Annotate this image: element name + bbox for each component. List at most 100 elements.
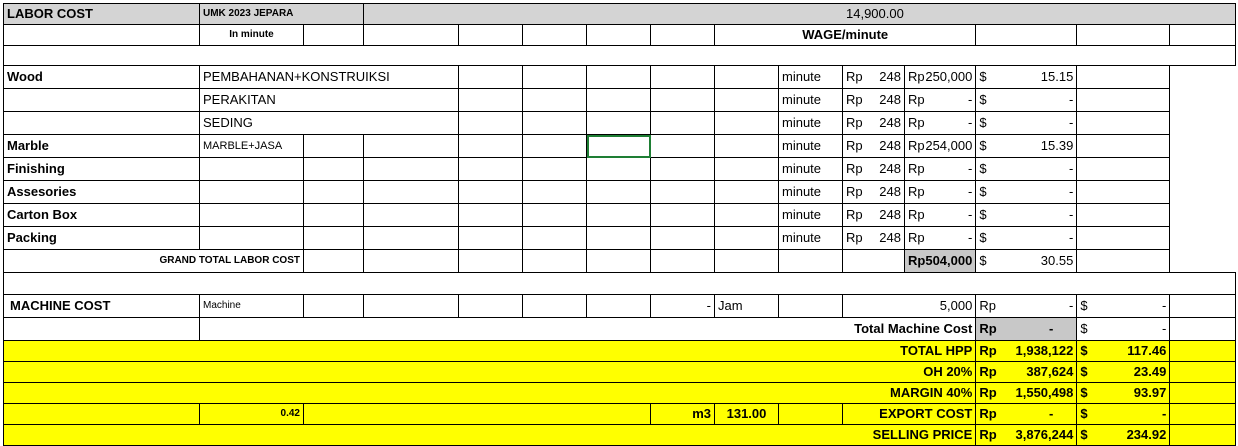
total-machine-usd[interactable]: $ - — [1076, 317, 1171, 341]
usd-cell[interactable]: $ - — [975, 180, 1078, 204]
cell[interactable] — [458, 24, 523, 46]
cell[interactable] — [199, 180, 304, 204]
machine-dash[interactable]: - — [650, 294, 715, 318]
unit-cell[interactable]: minute — [778, 203, 843, 227]
unit-cell[interactable]: minute — [778, 180, 843, 204]
cell[interactable] — [586, 157, 651, 181]
cell[interactable] — [1076, 88, 1171, 112]
cell[interactable] — [975, 24, 1078, 46]
cell[interactable] — [303, 249, 364, 273]
cell[interactable] — [650, 65, 715, 89]
selected-cell[interactable] — [586, 134, 651, 158]
cell[interactable] — [303, 226, 364, 250]
cell[interactable] — [586, 88, 651, 112]
cell[interactable] — [1169, 24, 1237, 46]
summary-usd[interactable]: $23.49 — [1076, 361, 1171, 383]
unit-cell[interactable]: minute — [778, 157, 843, 181]
cell[interactable] — [650, 88, 715, 112]
cell[interactable] — [303, 157, 364, 181]
cell[interactable] — [303, 134, 364, 158]
amount-cell[interactable]: Rp - — [903, 157, 977, 181]
rate-cell[interactable]: Rp 248 — [842, 203, 905, 227]
cell[interactable] — [1169, 424, 1237, 446]
cell[interactable] — [650, 157, 715, 181]
unit-cell[interactable]: minute — [778, 65, 843, 89]
amount-cell[interactable]: Rp - — [903, 180, 977, 204]
amount-cell[interactable]: Rp - — [903, 203, 977, 227]
labor-cost-title[interactable]: LABOR COST — [3, 3, 200, 25]
cell[interactable] — [458, 226, 523, 250]
unit-cell[interactable]: minute — [778, 226, 843, 250]
cell[interactable] — [586, 65, 651, 89]
wage-minute-header[interactable]: WAGE/minute — [713, 24, 977, 46]
cell[interactable] — [199, 203, 304, 227]
cell[interactable] — [1169, 340, 1237, 362]
cell[interactable] — [363, 203, 459, 227]
machine-cost-title[interactable]: MACHINE COST — [3, 294, 200, 318]
cell[interactable] — [458, 134, 523, 158]
unit-cell[interactable]: minute — [778, 111, 843, 135]
cell[interactable] — [714, 65, 779, 89]
cell[interactable] — [1076, 157, 1171, 181]
cell[interactable] — [522, 134, 587, 158]
cell[interactable] — [714, 134, 779, 158]
summary-amount[interactable]: Rp 387,624 — [975, 361, 1078, 383]
cell[interactable] — [303, 180, 364, 204]
umk-label[interactable]: UMK 2023 JEPARA — [199, 3, 364, 25]
cell[interactable] — [303, 24, 364, 46]
item-cell[interactable]: MARBLE+JASA — [199, 134, 304, 158]
selling-amount[interactable]: Rp 3,876,244 — [975, 424, 1078, 446]
cell[interactable] — [650, 226, 715, 250]
cell[interactable] — [522, 226, 587, 250]
cell[interactable] — [522, 249, 587, 273]
cell[interactable] — [1076, 65, 1171, 89]
selling-price-label[interactable]: SELLING PRICE — [2, 424, 977, 446]
cell[interactable] — [458, 157, 523, 181]
cell[interactable] — [522, 157, 587, 181]
cell[interactable] — [1076, 226, 1171, 250]
amount-cell[interactable]: Rp - — [903, 226, 977, 250]
cell[interactable] — [363, 157, 459, 181]
rate-cell[interactable]: Rp 248 — [842, 157, 905, 181]
cell[interactable] — [714, 88, 779, 112]
cell[interactable] — [522, 88, 587, 112]
cell[interactable] — [650, 249, 715, 273]
cell[interactable] — [650, 111, 715, 135]
category-cell[interactable]: Wood — [3, 65, 200, 89]
summary-amount[interactable]: Rp 1,938,122 — [975, 340, 1078, 362]
amount-cell[interactable]: Rp - — [903, 88, 977, 112]
cell[interactable] — [522, 203, 587, 227]
cell[interactable] — [303, 294, 364, 318]
usd-cell[interactable]: $ - — [975, 226, 1078, 250]
amount-cell[interactable]: Rp - — [903, 111, 977, 135]
cell[interactable] — [458, 65, 523, 89]
blank-row[interactable] — [2, 272, 1237, 295]
summary-label[interactable]: TOTAL HPP — [2, 340, 977, 362]
cell[interactable] — [778, 294, 843, 318]
cell[interactable] — [458, 111, 523, 135]
category-cell[interactable]: Assesories — [3, 180, 200, 204]
umk-value[interactable]: 14,900.00 — [362, 3, 1237, 25]
usd-cell[interactable]: $ - — [975, 88, 1078, 112]
cell[interactable] — [3, 317, 200, 341]
cell[interactable] — [522, 180, 587, 204]
selling-usd[interactable]: $234.92 — [1076, 424, 1171, 446]
cell[interactable] — [3, 24, 200, 46]
cell[interactable] — [363, 180, 459, 204]
cell[interactable] — [586, 24, 651, 46]
usd-cell[interactable]: $ - — [975, 157, 1078, 181]
usd-cell[interactable]: $15.15 — [975, 65, 1078, 89]
summary-label[interactable]: MARGIN 40% — [2, 382, 977, 404]
summary-label[interactable]: OH 20% — [2, 361, 977, 383]
cell[interactable] — [363, 249, 459, 273]
item-cell[interactable]: SEDING — [199, 111, 459, 135]
amount-cell[interactable]: Rp 254,000 — [903, 134, 977, 158]
cell[interactable] — [458, 88, 523, 112]
unit-cell[interactable]: minute — [778, 88, 843, 112]
category-cell[interactable]: Finishing — [3, 157, 200, 181]
cell[interactable] — [522, 65, 587, 89]
cell[interactable] — [1169, 294, 1237, 318]
usd-cell[interactable]: $ - — [975, 111, 1078, 135]
export-cbm[interactable]: 0.42 — [199, 403, 304, 425]
export-amount[interactable]: Rp - — [975, 403, 1078, 425]
